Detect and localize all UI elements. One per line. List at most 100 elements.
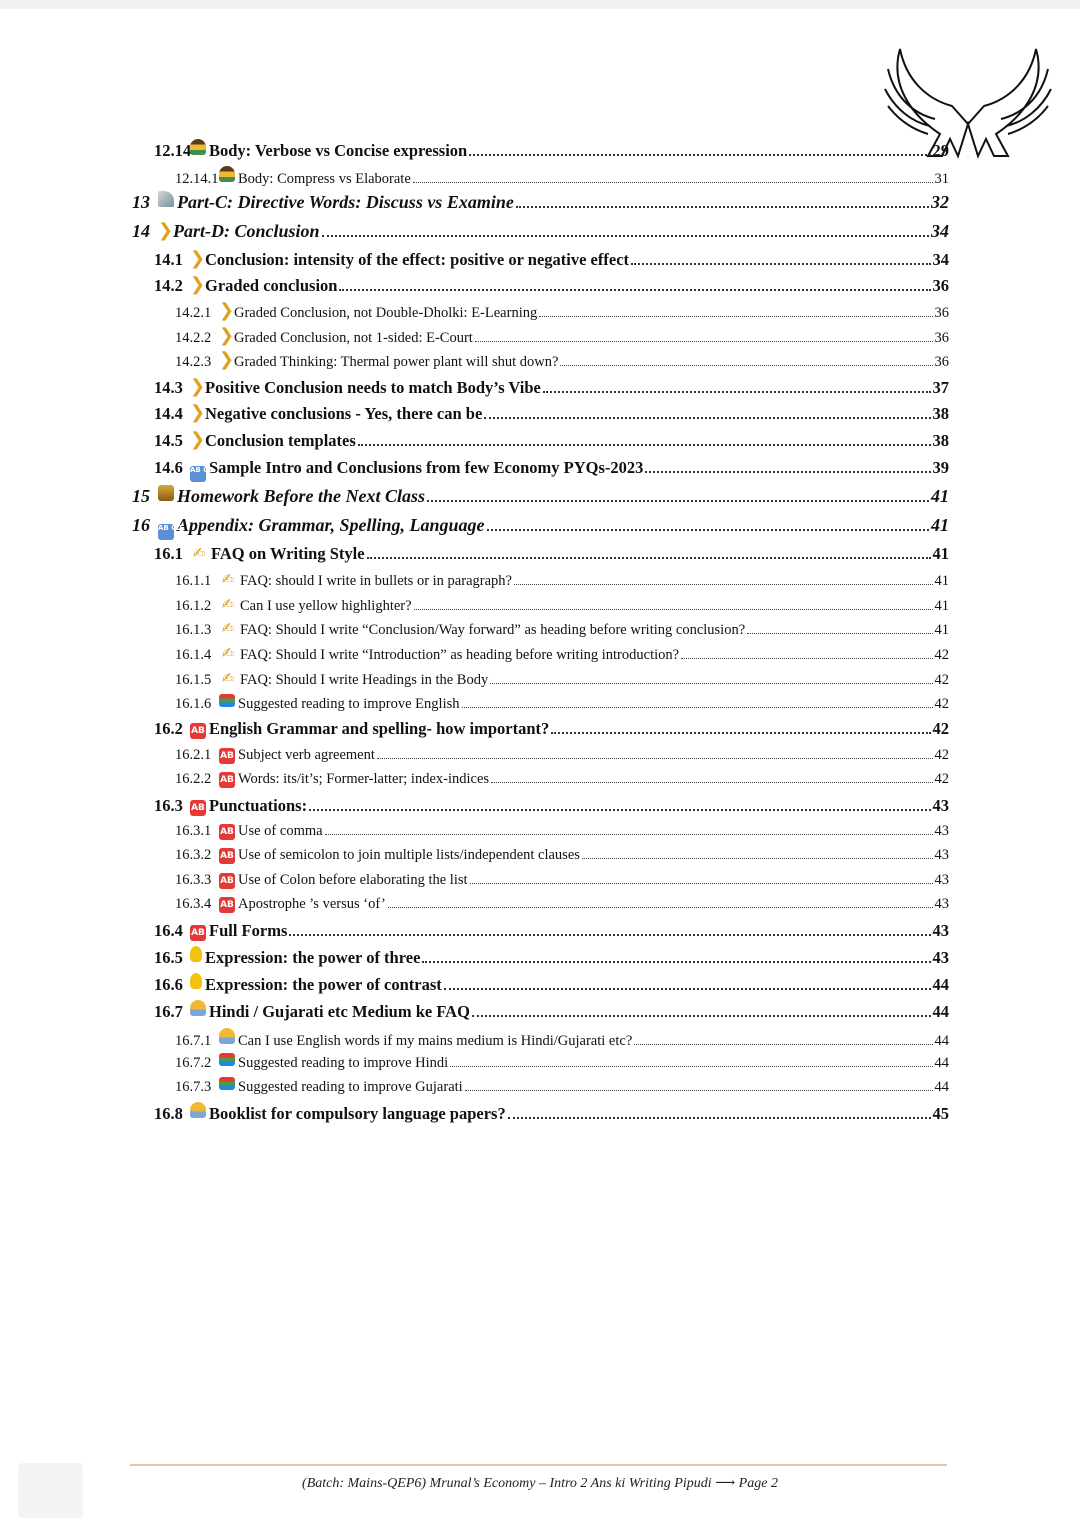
toc-entry-page[interactable]: 39 (932, 458, 950, 477)
toc-entry[interactable]: 14.2.2 ❯ Graded Conclusion, not 1-sided: E… (175, 327, 950, 347)
toc-entry-page[interactable]: 45 (932, 1104, 950, 1123)
toc-entry[interactable]: 14.1 ❯ Conclusion: intensity of the effect… (154, 250, 949, 270)
toc-entry[interactable]: 16.2.1 AB Subject verb agreement 42 (175, 747, 949, 765)
toc-entry-page[interactable]: 34 (932, 250, 950, 269)
toc-entry-title[interactable]: FAQ: Should I write Headings in the Body (240, 672, 489, 688)
toc-entry-title[interactable]: FAQ: Should I write “Conclusion/Way forw… (240, 622, 746, 638)
toc-entry-title[interactable]: Expression: the power of three (205, 948, 421, 967)
toc-entry-title[interactable]: Hindi / Gujarati etc Medium ke FAQ (209, 1002, 470, 1021)
toc-entry[interactable]: 14.3 ❯ Positive Conclusion needs to match … (154, 378, 949, 398)
toc-entry-page[interactable]: 43 (932, 921, 950, 940)
toc-entry-page[interactable]: 36 (934, 305, 950, 321)
toc-entry[interactable]: 16.1 ✍ FAQ on Writing Style 41 (154, 544, 949, 564)
toc-entry-title[interactable]: Body: Compress vs Elaborate (238, 171, 411, 187)
toc-entry-page[interactable]: 41 (932, 544, 950, 563)
toc-entry-page[interactable]: 44 (932, 975, 950, 994)
toc-entry[interactable]: 16.2.2 AB Words: its/it’s; Former-latter; … (175, 771, 949, 789)
toc-entry-page[interactable]: 34 (931, 221, 949, 241)
toc-entry[interactable]: 14.2.3 ❯ Graded Thinking: Thermal power pl… (175, 351, 950, 371)
toc-entry-title[interactable]: Booklist for compulsory language papers? (209, 1104, 506, 1123)
toc-entry[interactable]: 16.4 AB Full Forms 43 (154, 921, 949, 942)
toc-entry-title[interactable]: Subject verb agreement (238, 747, 375, 763)
toc-entry-title[interactable]: Can I use English words if my mains medi… (238, 1033, 633, 1049)
toc-entry-page[interactable]: 38 (932, 431, 950, 450)
toc-entry-title[interactable]: Part-D: Conclusion (173, 221, 320, 241)
toc-entry-page[interactable]: 32 (931, 192, 949, 212)
toc-entry-page[interactable]: 41 (931, 515, 949, 535)
toc-entry-page[interactable]: 38 (932, 404, 950, 423)
toc-entry[interactable]: 14.6 AB CD Sample Intro and Conclusions fr… (154, 458, 949, 483)
toc-entry-page[interactable]: 42 (934, 672, 950, 688)
toc-entry[interactable]: 12.14 Body: Verbose vs Concise expression… (154, 139, 949, 161)
toc-entry-title[interactable]: Full Forms (209, 921, 288, 940)
toc-entry[interactable]: 16.6 Expression: the power of contrast 44 (154, 973, 950, 995)
toc-entry-page[interactable]: 42 (932, 719, 950, 738)
toc-entry-title[interactable]: Conclusion templates (205, 431, 356, 450)
toc-entry[interactable]: 16.1.6 Suggested reading to improve Engli… (175, 694, 950, 713)
toc-entry-page[interactable]: 42 (934, 696, 950, 712)
toc-entry-page[interactable]: 43 (934, 872, 950, 888)
toc-entry-page[interactable]: 36 (934, 330, 950, 346)
toc-entry[interactable]: 16.3.3 AB Use of Colon before elaborating … (175, 872, 949, 890)
toc-entry-page[interactable]: 44 (932, 1002, 950, 1021)
toc-entry-title[interactable]: Apostrophe ’s versus ‘of’ (238, 896, 386, 912)
toc-entry-page[interactable]: 43 (934, 896, 950, 912)
toc-entry-page[interactable]: 44 (934, 1079, 950, 1095)
toc-entry[interactable]: 16.7.1 Can I use English words if my main… (175, 1028, 950, 1050)
toc-entry-page[interactable]: 44 (934, 1033, 950, 1049)
toc-entry[interactable]: 12.14.1 Body: Compress vs Elaborate 31 (175, 166, 950, 188)
toc-entry-title[interactable]: Negative conclusions - Yes, there can be (205, 404, 483, 423)
toc-entry-title[interactable]: Use of comma (238, 823, 323, 839)
toc-entry-title[interactable]: Suggested reading to improve Gujarati (238, 1079, 463, 1095)
toc-entry-page[interactable]: 44 (934, 1055, 950, 1071)
toc-entry-title[interactable]: Suggested reading to improve English (238, 696, 460, 712)
toc-entry[interactable]: 13 Part-C: Directive Words: Discuss vs Ex… (132, 191, 949, 213)
toc-entry-title[interactable]: Sample Intro and Conclusions from few Ec… (209, 458, 644, 477)
toc-entry-page[interactable]: 41 (934, 573, 950, 589)
toc-entry[interactable]: 14.2 ❯ Graded conclusion 36 (154, 276, 949, 296)
toc-entry-title[interactable]: Suggested reading to improve Hindi (238, 1055, 449, 1071)
toc-entry-title[interactable]: Graded conclusion (205, 276, 338, 295)
toc-entry-title[interactable]: Positive Conclusion needs to match Body’… (205, 378, 541, 397)
toc-entry[interactable]: 16.2 AB English Grammar and spelling- how … (154, 719, 949, 740)
toc-entry-page[interactable]: 42 (934, 771, 950, 787)
toc-entry-page[interactable]: 43 (932, 948, 950, 967)
toc-entry-title[interactable]: Homework Before the Next Class (177, 486, 425, 506)
toc-entry-page[interactable]: 31 (934, 171, 950, 187)
toc-entry-title[interactable]: English Grammar and spelling- how import… (209, 719, 550, 738)
toc-entry-page[interactable]: 42 (934, 647, 950, 663)
toc-entry-page[interactable]: 41 (931, 486, 949, 506)
toc-entry[interactable]: 14 ❯ Part-D: Conclusion 34 (132, 221, 949, 242)
toc-entry[interactable]: 16.8 Booklist for compulsory language pap… (154, 1102, 950, 1124)
toc-entry[interactable]: 16.1.5 ✍ FAQ: Should I write Headings in t… (175, 670, 950, 689)
toc-entry-title[interactable]: Expression: the power of contrast (205, 975, 442, 994)
toc-entry-title[interactable]: Graded Thinking: Thermal power plant wil… (234, 354, 559, 370)
toc-entry-title[interactable]: Part-C: Directive Words: Discuss vs Exam… (177, 192, 514, 212)
toc-entry-title[interactable]: Use of Colon before elaborating the list (238, 872, 468, 888)
toc-entry-title[interactable]: Can I use yellow highlighter? (240, 598, 412, 614)
toc-entry[interactable]: 16.1.2 ✍ Can I use yellow highlighter? 41 (175, 596, 949, 615)
toc-entry[interactable]: 16.7.3 Suggested reading to improve Gujar… (175, 1077, 950, 1096)
toc-entry-page[interactable]: 43 (934, 847, 950, 863)
toc-entry-title[interactable]: Appendix: Grammar, Spelling, Language (177, 515, 485, 535)
toc-entry[interactable]: 16.1.4 ✍ FAQ: Should I write “Introduction… (175, 645, 950, 664)
toc-entry-title[interactable]: FAQ: Should I write “Introduction” as he… (240, 647, 680, 663)
toc-entry[interactable]: 15 Homework Before the Next Class 41 (132, 485, 949, 507)
toc-entry-title[interactable]: Conclusion: intensity of the effect: pos… (205, 250, 630, 269)
toc-entry[interactable]: 16.1.3 ✍ FAQ: Should I write “Conclusion/W… (175, 620, 950, 639)
toc-entry[interactable]: 16.1.1 ✍ FAQ: should I write in bullets or… (175, 571, 950, 590)
toc-entry-title[interactable]: Use of semicolon to join multiple lists/… (238, 847, 580, 863)
toc-entry[interactable]: 16.3.2 AB Use of semicolon to join multipl… (175, 847, 949, 865)
toc-entry-title[interactable]: Words: its/it’s; Former-latter; index-in… (238, 771, 490, 787)
toc-entry-page[interactable]: 41 (934, 622, 950, 638)
toc-entry[interactable]: 16.3 AB Punctuations: 43 (154, 796, 949, 817)
toc-entry[interactable]: 16.3.1 AB Use of comma 43 (175, 823, 949, 841)
toc-entry-page[interactable]: 36 (932, 276, 950, 295)
toc-entry-page[interactable]: 37 (932, 378, 950, 397)
toc-entry-page[interactable]: 42 (934, 747, 950, 763)
toc-entry-title[interactable]: Graded Conclusion, not 1-sided: E-Court (234, 330, 473, 346)
toc-entry-page[interactable]: 36 (934, 354, 950, 370)
toc-entry-page[interactable]: 43 (932, 796, 950, 815)
toc-entry-title[interactable]: Body: Verbose vs Concise expression (209, 141, 468, 160)
toc-entry-title[interactable]: Graded Conclusion, not Double-Dholki: E-… (234, 305, 538, 321)
